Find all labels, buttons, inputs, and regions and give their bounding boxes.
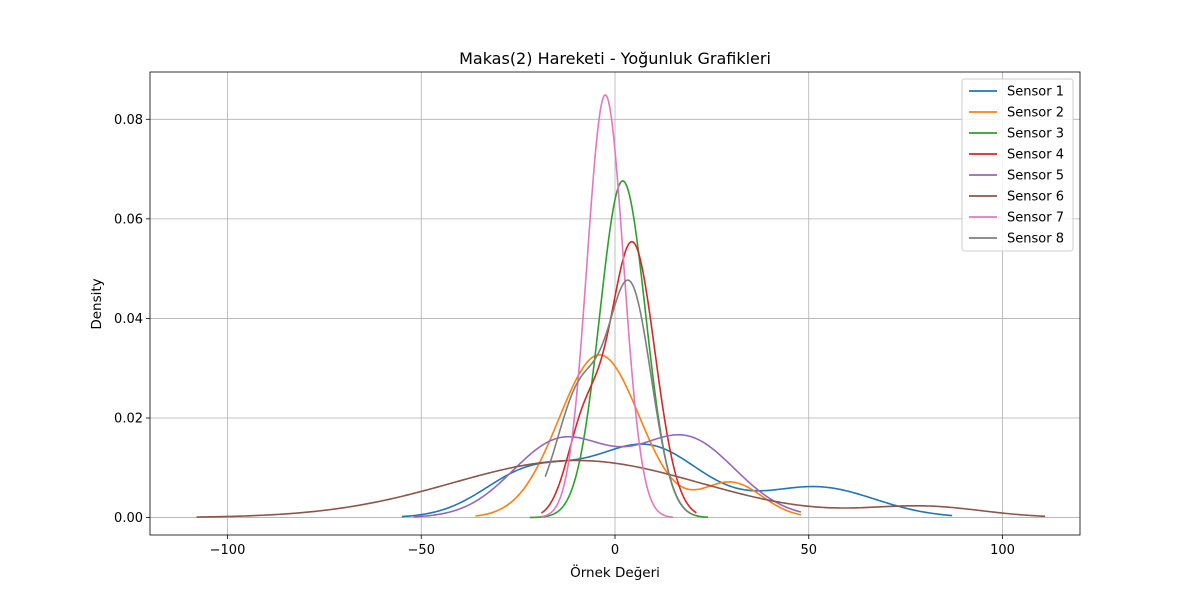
- x-tick-label: 100: [990, 543, 1015, 558]
- legend: Sensor 1 Sensor 2 Sensor 3 Sensor 4 Sensor 5…: [961, 78, 1074, 252]
- series-line-sensor-4: [540, 240, 697, 514]
- y-tick-label: 0.02: [114, 412, 143, 427]
- y-tick-label: 0.06: [114, 212, 143, 227]
- legend-entry: Sensor 4: [1007, 148, 1064, 163]
- x-axis-label: Örnek Değeri: [570, 563, 660, 581]
- series-line-sensor-2: [475, 354, 802, 517]
- legend-entry: Sensor 6: [1007, 190, 1064, 205]
- legend-entry: Sensor 8: [1007, 232, 1064, 247]
- x-tick-label: 0: [611, 543, 619, 558]
- series-line-sensor-8: [544, 279, 693, 516]
- x-tick-label: −50: [408, 543, 435, 558]
- y-tick-label: 0.08: [114, 113, 143, 128]
- x-tick-label: −100: [210, 543, 246, 558]
- series-line-sensor-5: [413, 433, 802, 518]
- series-line-sensor-3: [529, 180, 709, 519]
- legend-box: [961, 78, 1074, 252]
- y-axis-ticks: 0.00 0.02 0.04 0.06 0.08: [114, 113, 150, 526]
- y-axis-label: Density: [89, 278, 105, 329]
- y-tick-label: 0.00: [114, 511, 143, 526]
- legend-entry: Sensor 1: [1007, 85, 1064, 100]
- x-tick-label: 50: [800, 543, 817, 558]
- x-axis-ticks: −100 −50 0 50 100: [210, 535, 1015, 558]
- series-line-sensor-6: [196, 459, 1046, 518]
- series-layer: [196, 94, 1046, 519]
- series-line-sensor-1: [401, 443, 953, 518]
- chart-title: Makas(2) Hareketi - Yoğunluk Grafikleri: [459, 49, 771, 68]
- legend-entry: Sensor 3: [1007, 127, 1064, 142]
- series-line-sensor-7: [541, 94, 674, 518]
- legend-entry: Sensor 7: [1007, 211, 1064, 226]
- legend-entry: Sensor 2: [1007, 106, 1064, 121]
- y-tick-label: 0.04: [114, 312, 143, 327]
- legend-entry: Sensor 5: [1007, 169, 1064, 184]
